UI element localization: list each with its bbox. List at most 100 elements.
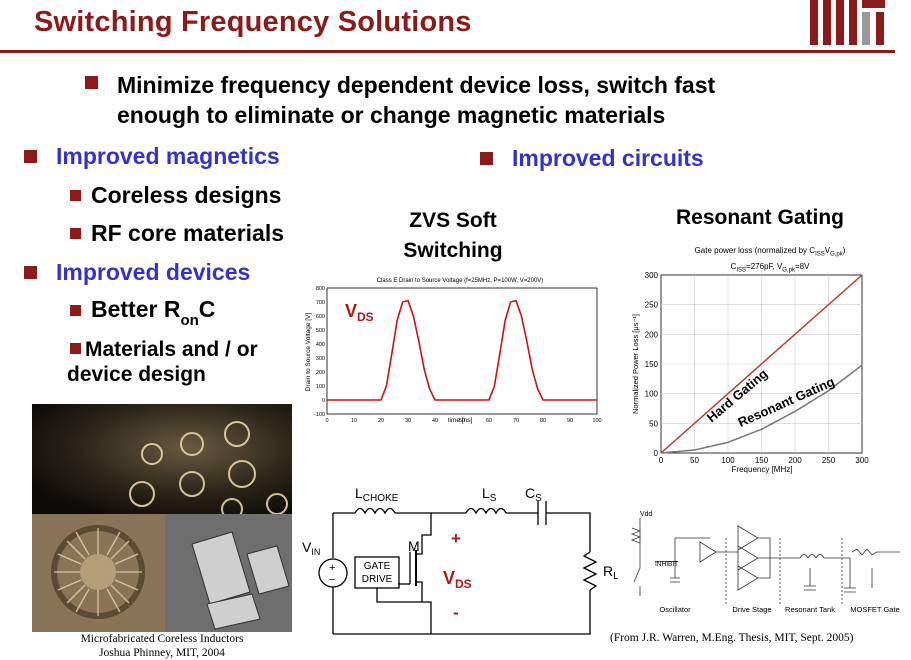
hard-gating-line xyxy=(660,274,863,454)
zvs-xlabel: time [ns] xyxy=(448,417,473,424)
title-rule xyxy=(0,50,895,53)
zvs-plot-title: Class E Drain to Source Voltage (f=25MHz… xyxy=(377,278,544,284)
minus-sign: - xyxy=(453,603,459,622)
zvs-vds-line xyxy=(327,299,597,401)
sub-bullet-square xyxy=(70,305,81,316)
wafer-photo xyxy=(32,404,292,514)
resonant-y-tick: 100 xyxy=(645,390,659,399)
oscillator-label: Oscillator xyxy=(659,605,691,614)
cs-capacitor xyxy=(537,501,547,525)
device-design-text: device design xyxy=(67,363,206,386)
rl-label: RL xyxy=(603,563,618,582)
vdd-label: Vdd xyxy=(640,511,653,518)
zvs-y-tick: -100 xyxy=(314,412,325,418)
zvs-y-tick: 600 xyxy=(316,314,325,320)
rl-resistor xyxy=(582,551,598,591)
resonant-x-tick: 250 xyxy=(822,456,836,465)
zvs-y-tick: 400 xyxy=(316,342,325,348)
class-e-circuit: + − LCHOKE LS CS VIN M GATE DRIVE + - VD… xyxy=(302,485,618,635)
improved-devices-heading: Improved devices xyxy=(56,259,251,285)
resonant-gating-heading: Resonant Gating xyxy=(676,206,845,229)
zvs-y-tick: 0 xyxy=(322,398,325,404)
resonant-y-tick: 200 xyxy=(645,330,659,339)
zvs-x-tick: 80 xyxy=(540,418,546,424)
resonant-x-tick: 100 xyxy=(721,456,735,465)
zvs-x-tick: 100 xyxy=(592,418,601,424)
resonant-x-tick: 300 xyxy=(855,456,869,465)
photo-caption: Microfabricated Coreless Inductors Joshu… xyxy=(80,633,244,659)
inductor-spokes xyxy=(51,525,145,619)
resonant-x-tick: 0 xyxy=(659,456,664,465)
zvs-x-tick: 0 xyxy=(325,418,328,424)
zvs-vds-label: VDS xyxy=(345,301,374,324)
inductor-photo xyxy=(32,404,292,632)
zvs-x-tick: 30 xyxy=(405,418,411,424)
cs-label: CS xyxy=(525,485,542,504)
main-bullet-line-1: Minimize frequency dependent device loss… xyxy=(117,72,716,98)
coreless-designs-text: Coreless designs xyxy=(91,182,282,208)
main-bullet-text: Minimize frequency dependent device loss… xyxy=(117,70,715,130)
zvs-y-tick: 700 xyxy=(316,300,325,306)
rf-core-materials-text: RF core materials xyxy=(91,220,285,246)
resonant-x-tick: 150 xyxy=(755,456,769,465)
resonant-y-tick: 0 xyxy=(654,449,659,458)
zvs-y-tick: 500 xyxy=(316,328,325,334)
zvs-plot-frame xyxy=(326,287,598,415)
vin-label: VIN xyxy=(302,539,320,557)
plus-sign: + xyxy=(451,529,461,548)
zvs-y-tick: 200 xyxy=(316,370,325,376)
zvs-x-tick: 50 xyxy=(459,418,465,424)
sub-bullet-square xyxy=(70,343,81,354)
zvs-ylabel: Drain to Source Voltage [V] xyxy=(305,313,312,392)
zvs-plot: Class E Drain to Source Voltage (f=25MHz… xyxy=(305,278,602,424)
better-ronc-text: Better RonC xyxy=(91,296,216,329)
mosfet-label: M xyxy=(408,538,420,554)
zvs-y-tick: 300 xyxy=(316,356,325,362)
zvs-y-tick: 800 xyxy=(316,286,325,292)
resonant-ylabel: Normalized Power Loss [μs⁻¹] xyxy=(631,314,640,414)
mit-logo xyxy=(810,0,885,45)
resonant-y-tick: 300 xyxy=(645,271,659,280)
inhibit-label: INHIBIT xyxy=(655,561,678,568)
resonant-y-tick: 250 xyxy=(645,301,659,310)
resonant-y-tick: 150 xyxy=(645,360,659,369)
gate-drive-schematic: Vdd INHIBIT Oscillator Drive Stage Reson… xyxy=(630,511,900,614)
drive-stage-label: Drive Stage xyxy=(732,605,771,614)
bullet-square xyxy=(85,76,98,89)
improved-magnetics-heading: Improved magnetics xyxy=(56,143,280,169)
resonant-xlabel: Frequency [MHz] xyxy=(732,465,793,474)
zvs-x-tick: 70 xyxy=(513,418,519,424)
resonant-y-tick: 50 xyxy=(649,419,658,428)
resonant-x-tick: 50 xyxy=(690,456,699,465)
resonant-x-tick: 200 xyxy=(788,456,802,465)
sub-bullet-square xyxy=(70,190,81,201)
zvs-x-tick: 90 xyxy=(567,418,573,424)
sem-structures xyxy=(191,531,290,630)
zvs-heading: ZVS Soft Switching xyxy=(403,209,503,262)
zvs-y-tick: 100 xyxy=(316,384,325,390)
svg-text:−: − xyxy=(329,574,335,586)
ls-inductor xyxy=(465,507,507,515)
sub-bullet-square xyxy=(70,228,81,239)
zvs-x-tick: 20 xyxy=(378,418,384,424)
resonant-subtitle: Gate power loss (normalized by CISSVG,pk… xyxy=(694,246,846,274)
mosfet-gate-label: MOSFET Gate xyxy=(850,605,899,614)
drive-label: DRIVE xyxy=(362,574,393,585)
slide-title: Switching Frequency Solutions xyxy=(34,6,472,38)
resonant-tank-label: Resonant Tank xyxy=(785,605,835,614)
zvs-x-tick: 40 xyxy=(432,418,438,424)
materials-text: Materials and / or xyxy=(85,338,258,361)
lchoke-label: LCHOKE xyxy=(355,485,399,504)
improved-circuits-heading: Improved circuits xyxy=(512,145,704,171)
ls-label: LS xyxy=(482,485,497,504)
bullet-square xyxy=(24,150,37,163)
main-bullet-line-2: enough to eliminate or change magnetic m… xyxy=(117,102,666,128)
zvs-x-tick: 60 xyxy=(486,418,492,424)
bullet-square xyxy=(480,152,493,165)
svg-text:+: + xyxy=(329,562,335,574)
resonant-gating-line xyxy=(660,364,863,454)
vds-label: VDS xyxy=(443,568,472,591)
citation: (From J.R. Warren, M.Eng. Thesis, MIT, S… xyxy=(610,632,854,644)
gate-label: GATE xyxy=(364,561,391,572)
